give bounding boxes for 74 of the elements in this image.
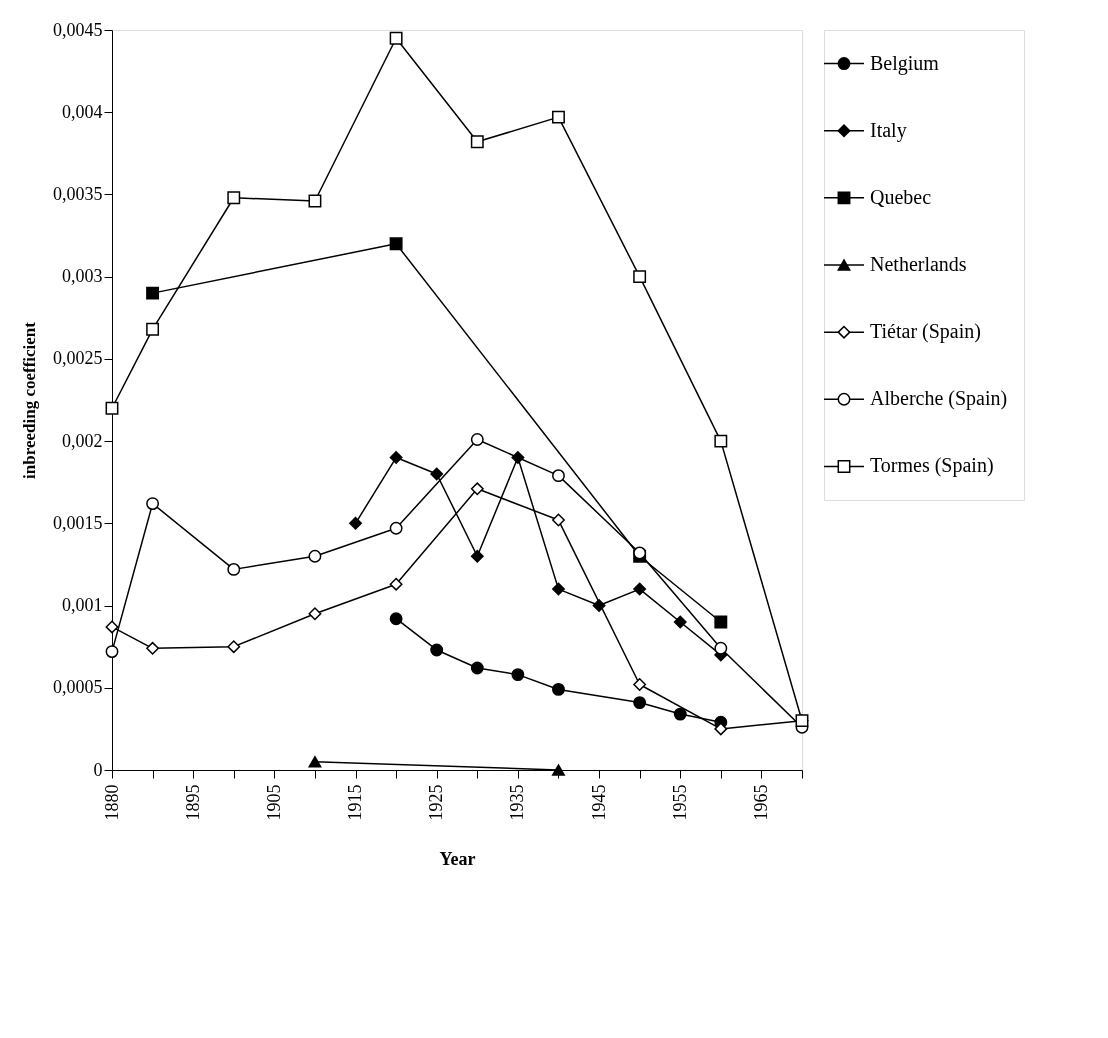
point — [592, 599, 606, 613]
point — [470, 135, 484, 149]
point — [389, 451, 403, 465]
x-tick-label: 1895 — [182, 784, 203, 821]
x-axis-title: Year — [439, 848, 476, 869]
point — [105, 401, 119, 415]
x-tick-label: 1955 — [669, 784, 690, 821]
x-tick-label: 1905 — [263, 784, 284, 821]
point — [389, 237, 403, 251]
y-tick-label: 0,004 — [62, 101, 103, 122]
point — [511, 451, 525, 465]
y-tick-label: 0 — [93, 759, 103, 780]
point — [430, 643, 444, 657]
legend-label: Italy — [870, 118, 907, 142]
point — [430, 467, 444, 481]
point — [633, 696, 647, 710]
point — [146, 497, 160, 511]
point — [146, 641, 160, 655]
point — [105, 645, 119, 659]
point — [146, 286, 160, 300]
x-tick-label: 1965 — [750, 784, 771, 821]
y-tick-label: 0,002 — [62, 430, 103, 451]
legend-label: Alberche (Spain) — [870, 387, 1008, 411]
point — [146, 322, 160, 336]
point — [470, 549, 484, 563]
point — [552, 469, 565, 483]
legend-label: Quebec — [870, 185, 932, 208]
point — [633, 270, 647, 284]
x-tick-label: 1935 — [507, 784, 528, 821]
point — [308, 549, 322, 563]
point — [389, 31, 403, 45]
y-tick-label: 0,003 — [62, 266, 103, 287]
legend-label: Tormes (Spain) — [870, 454, 994, 478]
point — [552, 513, 565, 527]
point — [795, 714, 809, 728]
point — [308, 194, 322, 208]
point — [633, 582, 647, 596]
point — [389, 612, 403, 626]
point — [714, 641, 728, 655]
point — [552, 110, 565, 124]
point — [470, 482, 484, 496]
point — [308, 607, 322, 621]
point — [227, 640, 241, 654]
point — [349, 516, 362, 530]
point — [633, 678, 647, 691]
y-axis-title: inbreeding coefficient — [20, 321, 39, 479]
y-tick-label: 0,0005 — [53, 677, 103, 698]
y-tick-label: 0,001 — [62, 595, 103, 616]
point — [673, 615, 687, 629]
point — [470, 661, 484, 675]
x-tick-label: 1880 — [101, 784, 122, 821]
point — [714, 615, 728, 629]
point — [105, 620, 119, 634]
point — [714, 722, 728, 736]
legend-label: Tiétar (Spain) — [870, 320, 981, 344]
y-tick-label: 0,0035 — [53, 183, 103, 204]
y-tick-label: 0,0015 — [53, 512, 103, 533]
point — [389, 577, 403, 591]
y-tick-label: 0,0025 — [53, 348, 103, 369]
point — [389, 521, 403, 535]
legend-label: Belgium — [870, 51, 940, 75]
x-tick-label: 1915 — [345, 784, 366, 821]
x-tick-label: 1925 — [426, 784, 447, 821]
point — [470, 433, 484, 446]
y-tick-label: 0,0045 — [53, 19, 103, 40]
x-tick-label: 1945 — [588, 784, 609, 821]
point — [552, 682, 565, 696]
point — [714, 434, 728, 448]
point — [552, 582, 565, 596]
point — [673, 707, 687, 721]
point — [511, 668, 525, 682]
point — [227, 562, 241, 576]
point — [227, 191, 241, 205]
legend-label: Netherlands — [870, 253, 967, 275]
